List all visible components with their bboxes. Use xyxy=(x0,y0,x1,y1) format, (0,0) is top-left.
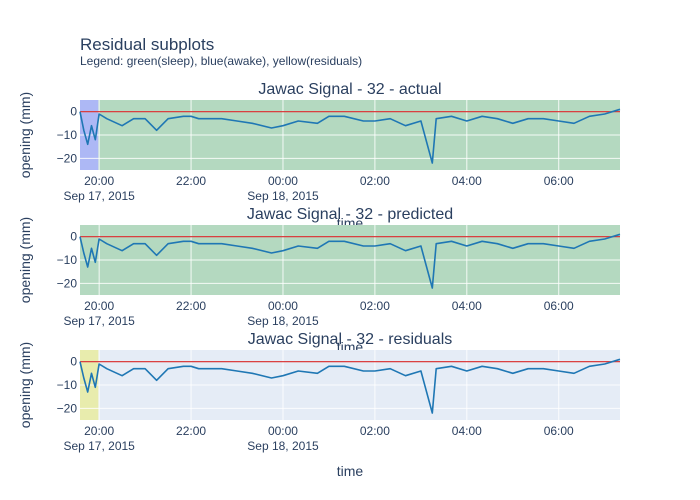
x-tick-label: 04:00 xyxy=(452,424,482,438)
x-tick-date-label: Sep 17, 2015 xyxy=(63,314,135,328)
subplot-title-residuals: Jawac Signal - 32 - residuals xyxy=(248,331,453,348)
y-tick-label: −10 xyxy=(57,378,78,392)
x-tick-label: 20:00 xyxy=(84,299,114,313)
y-tick-label: −20 xyxy=(57,401,78,415)
x-tick-label: 00:00 xyxy=(268,299,298,313)
x-tick-label: 02:00 xyxy=(360,174,390,188)
x-tick-label: 04:00 xyxy=(452,174,482,188)
y-tick-label: 0 xyxy=(70,230,77,244)
x-tick-label: 06:00 xyxy=(544,299,574,313)
chart-subtitle: Legend: green(sleep), blue(awake), yello… xyxy=(80,54,362,68)
y-tick-label: −20 xyxy=(57,151,78,165)
x-tick-label: 06:00 xyxy=(544,424,574,438)
x-tick-label: 22:00 xyxy=(176,174,206,188)
x-tick-date-label: Sep 17, 2015 xyxy=(63,189,135,203)
x-tick-label: 02:00 xyxy=(360,424,390,438)
x-tick-label: 22:00 xyxy=(176,299,206,313)
y-axis-label-actual: opening (mm) xyxy=(17,92,33,178)
y-tick-label: −20 xyxy=(57,276,78,290)
signal-line-predicted xyxy=(79,233,621,289)
x-tick-label: 02:00 xyxy=(360,299,390,313)
y-tick-label: 0 xyxy=(70,355,77,369)
subplot-title-actual: Jawac Signal - 32 - actual xyxy=(258,81,441,98)
y-axis-label-predicted: opening (mm) xyxy=(17,217,33,303)
x-tick-date-label: Sep 18, 2015 xyxy=(247,189,319,203)
chart-title: Residual subplots xyxy=(80,35,214,54)
signal-line-actual xyxy=(79,108,621,164)
y-tick-label: −10 xyxy=(57,128,78,142)
x-tick-label: 22:00 xyxy=(176,424,206,438)
x-tick-date-label: Sep 18, 2015 xyxy=(247,314,319,328)
x-tick-label: 04:00 xyxy=(452,299,482,313)
signal-line-residuals xyxy=(79,358,621,414)
x-axis-label-residuals: time xyxy=(337,463,364,479)
x-tick-label: 00:00 xyxy=(268,174,298,188)
y-axis-label-residuals: opening (mm) xyxy=(17,342,33,428)
x-tick-label: 00:00 xyxy=(268,424,298,438)
x-tick-label: 20:00 xyxy=(84,174,114,188)
x-tick-label: 06:00 xyxy=(544,174,574,188)
x-tick-date-label: Sep 17, 2015 xyxy=(63,439,135,453)
x-tick-label: 20:00 xyxy=(84,424,114,438)
y-tick-label: −10 xyxy=(57,253,78,267)
y-tick-label: 0 xyxy=(70,105,77,119)
subplot-title-predicted: Jawac Signal - 32 - predicted xyxy=(247,206,453,223)
x-tick-date-label: Sep 18, 2015 xyxy=(247,439,319,453)
